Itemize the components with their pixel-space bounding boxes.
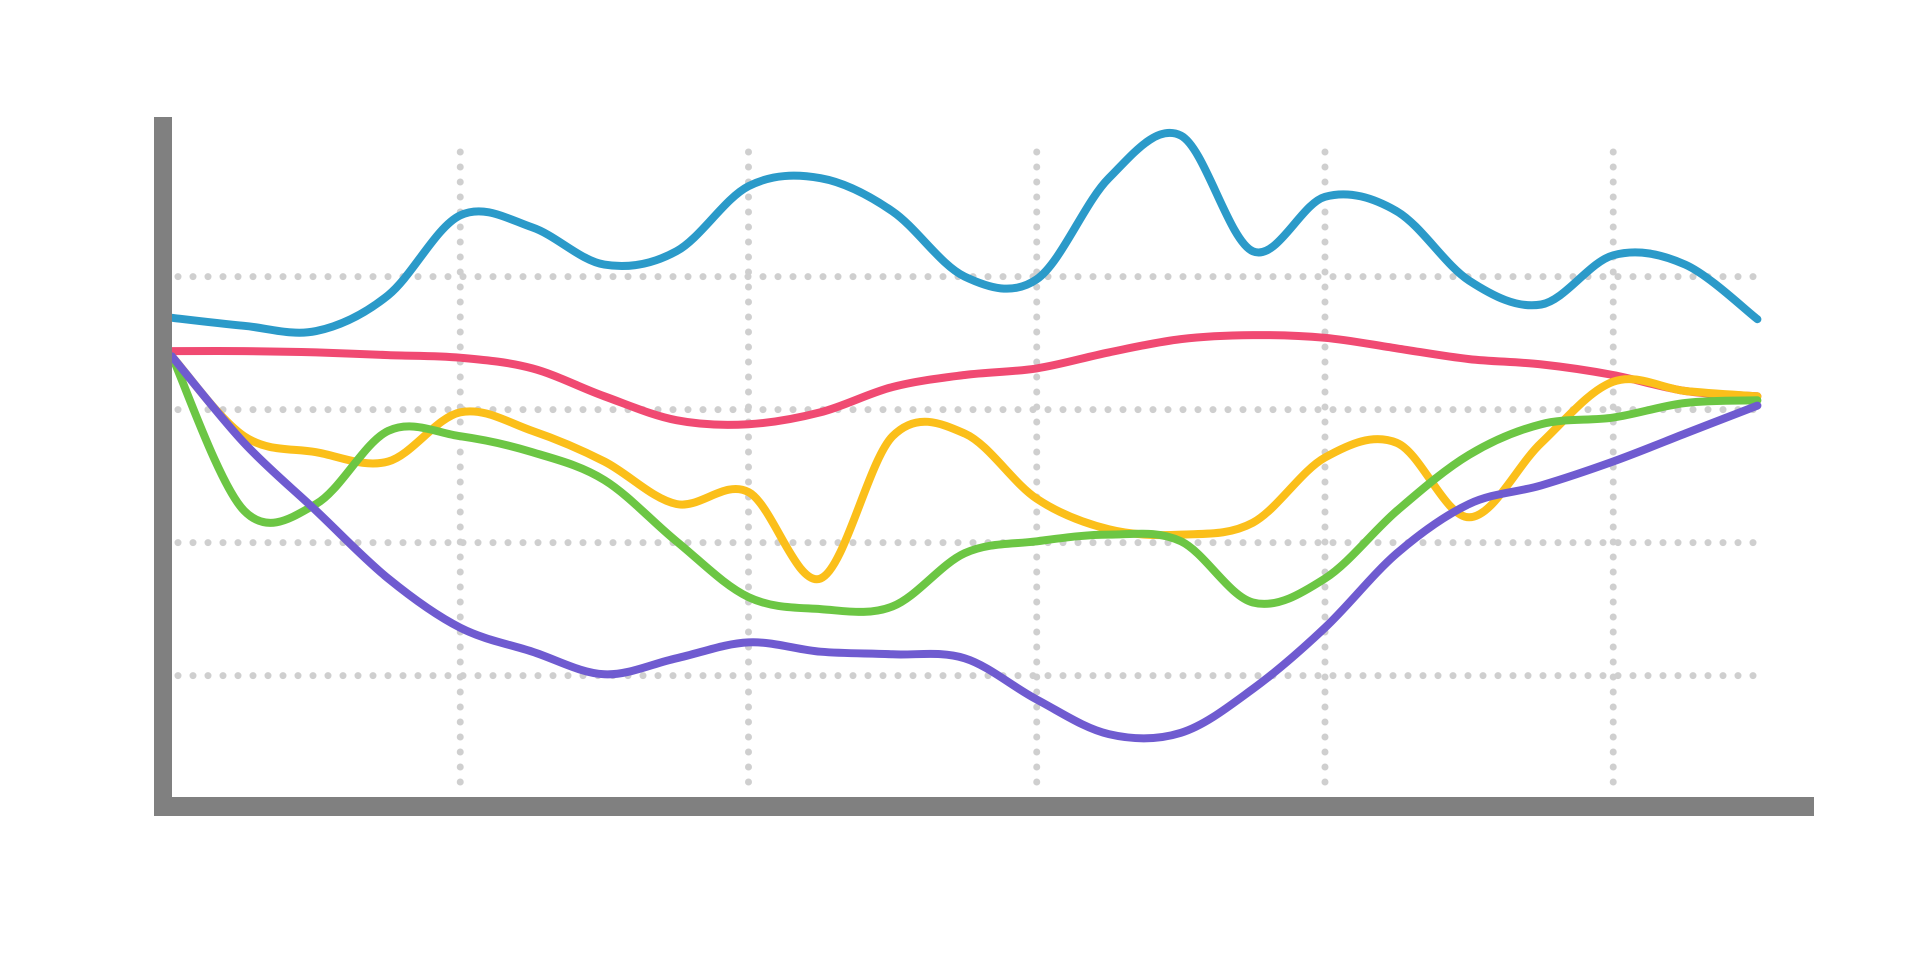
data-line [168,352,1762,616]
data-line [168,129,1762,337]
data-line [168,352,1762,583]
data-line [168,352,1762,743]
plot-area [168,129,1762,743]
data-line [168,331,1762,429]
y-axis [154,117,172,816]
grid [174,148,1770,796]
x-axis [154,797,1814,816]
